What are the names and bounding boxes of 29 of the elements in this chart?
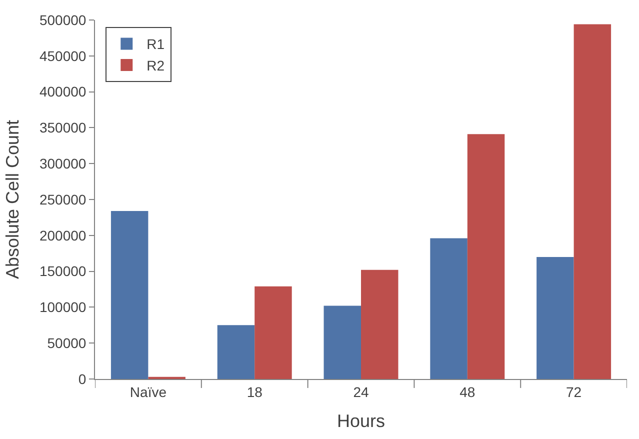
y-axis-title: Absolute Cell Count — [2, 120, 23, 280]
y-tick-label: 50000 — [47, 335, 86, 351]
y-tick-label: 100000 — [39, 299, 86, 316]
bar — [536, 256, 574, 379]
bar — [574, 24, 612, 379]
bar — [361, 270, 398, 379]
bar — [217, 325, 255, 379]
y-tick-label: 150000 — [39, 263, 86, 280]
bar — [430, 238, 468, 379]
bar — [467, 134, 505, 379]
y-tick-label: 250000 — [39, 191, 86, 208]
x-tick-label: 24 — [353, 384, 369, 400]
y-tick-label: 400000 — [39, 84, 86, 100]
legend-label: R2 — [146, 57, 165, 74]
bar — [324, 306, 361, 379]
x-tick-label: 18 — [246, 384, 263, 400]
y-tick-label: 350000 — [39, 120, 86, 136]
x-tick-label: Naïve — [130, 384, 167, 400]
legend-label: R1 — [146, 36, 165, 52]
y-tick-label: 450000 — [39, 48, 86, 64]
y-tick-label: 300000 — [39, 156, 86, 172]
y-tick-label: 0 — [78, 370, 86, 387]
bar — [110, 210, 148, 379]
x-tick-label: 48 — [460, 384, 476, 400]
y-tick-label: 500000 — [39, 12, 86, 28]
y-tick-label: 200000 — [39, 227, 86, 244]
x-tick-label: 72 — [566, 384, 582, 400]
bar — [254, 286, 292, 379]
x-axis-title: Hours — [336, 410, 386, 431]
